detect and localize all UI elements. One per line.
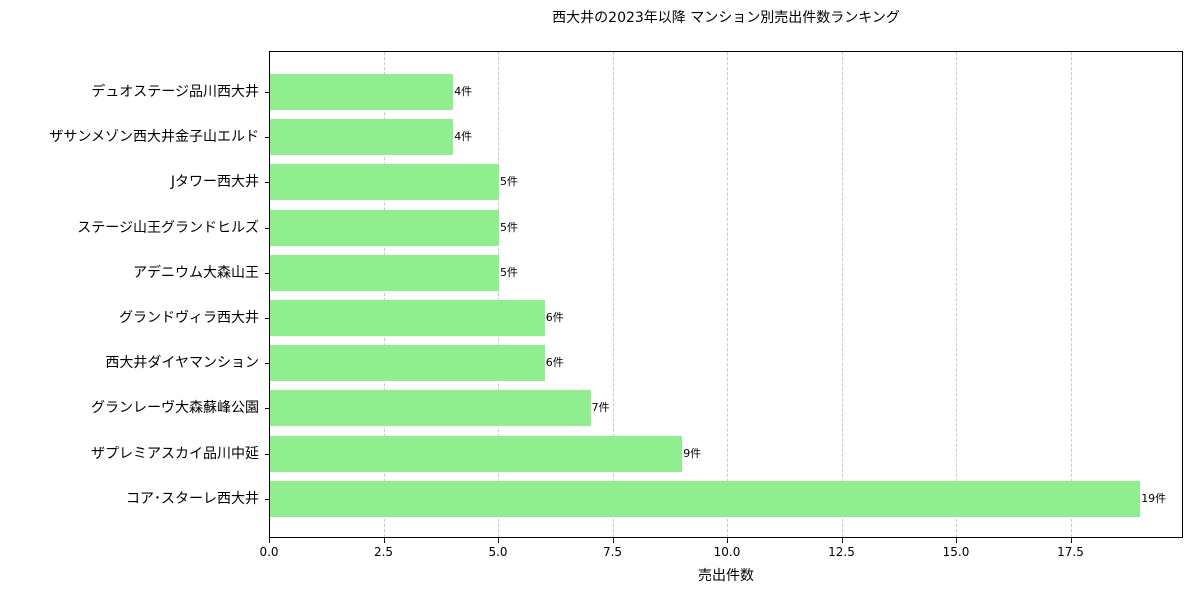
y-tick <box>265 363 270 365</box>
y-tick <box>265 227 270 229</box>
x-tick <box>612 538 614 543</box>
x-tick <box>841 538 843 543</box>
bar <box>270 119 454 156</box>
bar <box>270 390 591 427</box>
bar-value-label: 9件 <box>683 446 702 460</box>
x-tick <box>727 538 728 543</box>
bar-value-label: 19件 <box>1141 491 1167 505</box>
y-tick <box>265 92 270 93</box>
bar-value-label: 6件 <box>545 356 564 370</box>
bar-value-label: 6件 <box>545 311 564 324</box>
x-tick-label: 17.5 <box>1057 545 1084 559</box>
y-tick <box>265 272 270 274</box>
y-tick-label: グランドヴィラ西大井 <box>119 310 259 326</box>
x-tick-label: 12.5 <box>828 545 855 559</box>
y-tick <box>265 453 270 455</box>
x-tick <box>498 538 499 543</box>
chart-title: 西大井の2023年以降 マンション別売出件数ランキング <box>552 10 900 26</box>
gridline <box>1070 52 1072 537</box>
y-tick-label: ザプレミアスカイ品川中延 <box>91 445 259 462</box>
x-tick-label: 10.0 <box>713 545 741 559</box>
x-tick-label: 5.0 <box>488 545 508 559</box>
bar <box>270 435 683 472</box>
y-tick-label: ザサンメゾン西大井金子山エルド <box>49 129 259 146</box>
bar-value-label: 5件 <box>500 220 518 234</box>
plot-area: 4件 4件 5件 5件 5件 6件 6件 7件 9件 19件 <box>265 51 1183 538</box>
gridline <box>612 52 614 537</box>
y-tick <box>265 318 270 319</box>
y-tick <box>265 182 270 184</box>
bar <box>270 300 545 336</box>
bar-value-label: 5件 <box>500 175 518 189</box>
x-axis-title: 売出件数 <box>698 568 754 584</box>
y-tick <box>265 498 270 500</box>
x-tick <box>269 538 270 543</box>
x-tick-label: 0.0 <box>259 545 279 559</box>
bar-value-label: 4件 <box>454 85 473 98</box>
x-tick-label: 15.0 <box>942 545 970 559</box>
x-tick-label: 2.5 <box>373 545 394 559</box>
gridline <box>956 52 957 537</box>
gridline <box>841 52 843 537</box>
bar-value-label: 5件 <box>500 265 518 279</box>
x-tick-label: 7.5 <box>602 545 623 559</box>
y-tick <box>265 137 270 139</box>
bar-value-label: 4件 <box>454 130 473 144</box>
bar <box>270 480 1141 517</box>
gridline <box>498 52 499 537</box>
y-tick-label: Jタワー西大井 <box>170 174 259 191</box>
bar <box>270 345 545 382</box>
y-tick-label: アデニウム大森山王 <box>133 264 259 281</box>
y-tick-label: 西大井ダイヤマンション <box>105 355 259 372</box>
bar <box>270 164 499 201</box>
y-tick-label: ステージ山王グランドヒルズ <box>77 219 259 236</box>
gridline <box>383 52 385 537</box>
y-tick-label: デュオステージ品川西大井 <box>91 84 259 100</box>
y-tick <box>265 408 270 410</box>
gridline <box>727 52 728 537</box>
x-tick <box>383 538 385 543</box>
bar <box>270 74 454 110</box>
y-tick-label: グランレーヴ大森蘇峰公園 <box>91 400 259 417</box>
x-tick <box>956 538 957 543</box>
bar-value-label: 7件 <box>591 401 610 415</box>
y-tick-label: コア･スターレ西大井 <box>126 490 259 507</box>
bar <box>270 209 499 246</box>
x-tick <box>1070 538 1072 543</box>
bar <box>270 254 499 291</box>
